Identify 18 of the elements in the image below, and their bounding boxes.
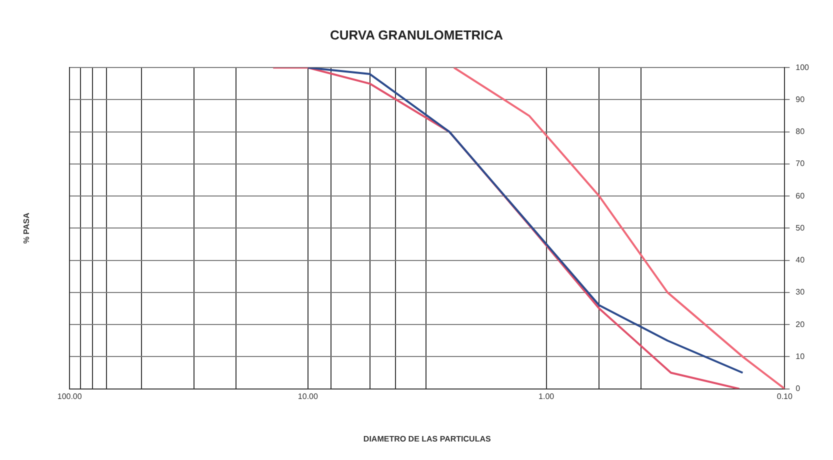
x-axis-title: DIAMETRO DE LAS PARTICULAS (363, 434, 492, 444)
x-tick-label: 1.00 (538, 392, 555, 401)
y-tick-label: 50 (796, 223, 806, 232)
y-axis-title: % PASA (22, 212, 32, 244)
x-tick-label: 0.10 (776, 392, 793, 401)
y-tick-label: 70 (796, 159, 806, 168)
y-tick-label: 30 (796, 288, 806, 297)
y-tick-label: 0 (796, 384, 801, 394)
y-tick-label: 20 (796, 320, 806, 329)
y-tick-label: 100 (796, 62, 810, 72)
x-tick-label: 10.00 (298, 392, 319, 401)
y-tick-label: 80 (796, 127, 806, 136)
y-tick-label: 60 (796, 191, 806, 200)
y-tick-label: 40 (796, 256, 806, 265)
chart-title: CURVA GRANULOMETRICA (330, 27, 504, 42)
y-tick-label: 10 (796, 352, 806, 361)
y-tick-label: 90 (796, 94, 806, 104)
x-tick-label: 100.00 (57, 392, 82, 401)
